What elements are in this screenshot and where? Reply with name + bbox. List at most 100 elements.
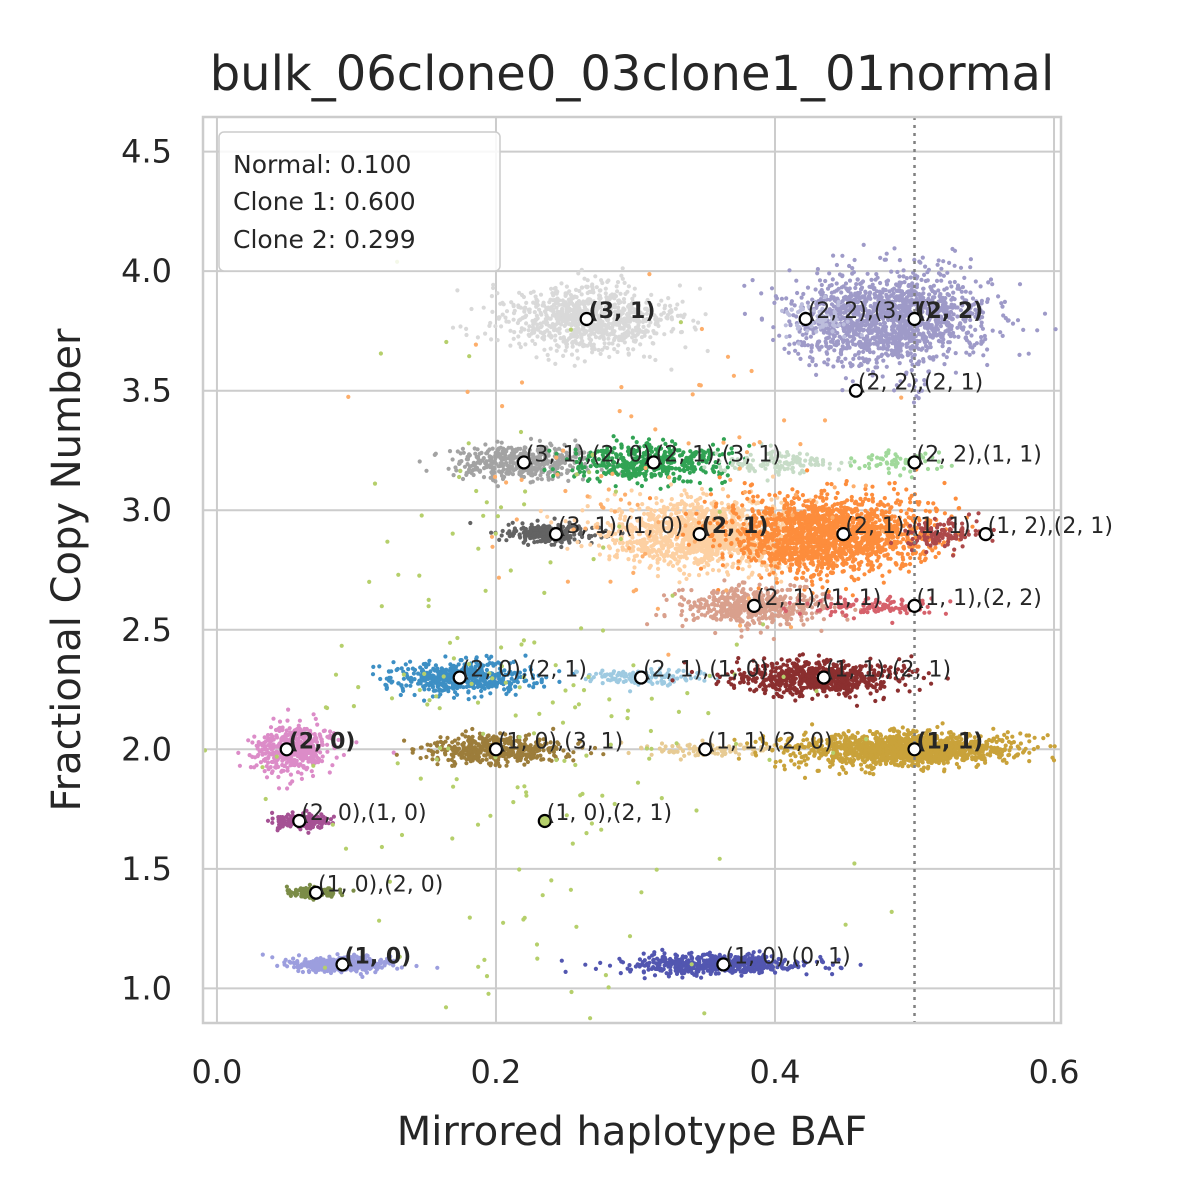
data-point xyxy=(968,265,972,269)
data-point xyxy=(743,312,747,316)
data-point xyxy=(939,267,943,271)
data-point xyxy=(505,463,509,467)
data-point xyxy=(590,284,594,288)
data-point xyxy=(524,321,528,325)
data-point xyxy=(679,314,683,318)
data-point xyxy=(570,341,574,345)
data-point xyxy=(642,472,646,476)
data-point xyxy=(711,568,715,572)
data-point xyxy=(814,363,818,367)
data-point xyxy=(532,536,536,540)
data-point xyxy=(540,477,544,481)
data-point xyxy=(626,347,630,351)
data-point xyxy=(909,275,913,279)
data-point xyxy=(534,355,538,359)
data-point xyxy=(536,519,540,523)
data-point xyxy=(546,353,550,357)
data-point xyxy=(723,468,727,472)
data-point xyxy=(862,243,866,247)
data-point xyxy=(867,358,871,362)
data-point xyxy=(777,473,781,477)
data-point xyxy=(593,274,597,278)
data-point xyxy=(897,274,901,278)
data-point xyxy=(561,298,565,302)
data-point xyxy=(618,292,622,296)
data-point xyxy=(795,291,799,295)
data-point xyxy=(512,454,516,458)
data-point xyxy=(815,457,819,461)
data-point xyxy=(795,455,799,459)
data-point xyxy=(892,287,896,291)
data-point xyxy=(787,342,791,346)
data-point xyxy=(654,331,658,335)
data-point xyxy=(927,330,931,334)
data-point xyxy=(692,469,696,473)
data-point xyxy=(983,337,987,341)
data-point xyxy=(551,474,555,478)
data-point xyxy=(533,310,537,314)
data-point xyxy=(818,278,822,282)
data-point xyxy=(571,296,575,300)
data-point xyxy=(1018,282,1022,286)
data-point xyxy=(503,316,507,320)
data-point xyxy=(851,379,855,383)
data-point xyxy=(867,466,871,470)
data-point xyxy=(823,279,827,283)
data-point xyxy=(854,282,858,286)
data-point xyxy=(791,466,795,470)
data-point xyxy=(562,335,566,339)
data-point xyxy=(873,337,877,341)
data-point xyxy=(907,293,911,297)
data-point xyxy=(646,329,650,333)
data-point xyxy=(575,349,579,353)
data-point xyxy=(527,328,531,332)
data-point xyxy=(496,448,500,452)
data-point xyxy=(539,528,543,532)
data-point xyxy=(736,506,740,510)
data-point xyxy=(495,440,499,444)
data-point xyxy=(894,345,898,349)
data-point xyxy=(798,452,802,456)
data-point xyxy=(965,331,969,335)
data-point xyxy=(887,467,891,471)
data-point xyxy=(985,347,989,351)
data-point xyxy=(545,328,549,332)
data-point xyxy=(656,574,660,578)
data-point xyxy=(902,467,906,471)
data-point xyxy=(582,343,586,347)
data-point xyxy=(510,465,514,469)
data-point xyxy=(837,467,841,471)
data-point xyxy=(949,334,953,338)
data-point xyxy=(553,334,557,338)
data-point xyxy=(669,482,673,486)
data-point xyxy=(632,334,636,338)
data-point xyxy=(806,343,810,347)
data-point xyxy=(630,488,634,492)
data-point xyxy=(918,261,922,265)
data-point xyxy=(863,345,867,349)
data-point xyxy=(621,266,625,270)
data-point xyxy=(632,565,636,569)
data-point xyxy=(659,313,663,317)
data-point xyxy=(969,333,973,337)
data-point xyxy=(719,468,723,472)
data-point xyxy=(998,330,1002,334)
data-point xyxy=(612,347,616,351)
data-point xyxy=(847,264,851,268)
data-point xyxy=(917,396,921,400)
data-point xyxy=(964,290,968,294)
data-point xyxy=(1004,316,1008,320)
data-point xyxy=(634,328,638,332)
data-point xyxy=(580,339,584,343)
data-point xyxy=(536,477,540,481)
data-point xyxy=(519,345,523,349)
data-point xyxy=(941,335,945,339)
data-point xyxy=(1011,322,1015,326)
data-point xyxy=(501,463,505,467)
data-point xyxy=(635,481,639,485)
data-point xyxy=(792,342,796,346)
data-point xyxy=(572,304,576,308)
data-point xyxy=(634,338,638,342)
data-point xyxy=(677,567,681,571)
